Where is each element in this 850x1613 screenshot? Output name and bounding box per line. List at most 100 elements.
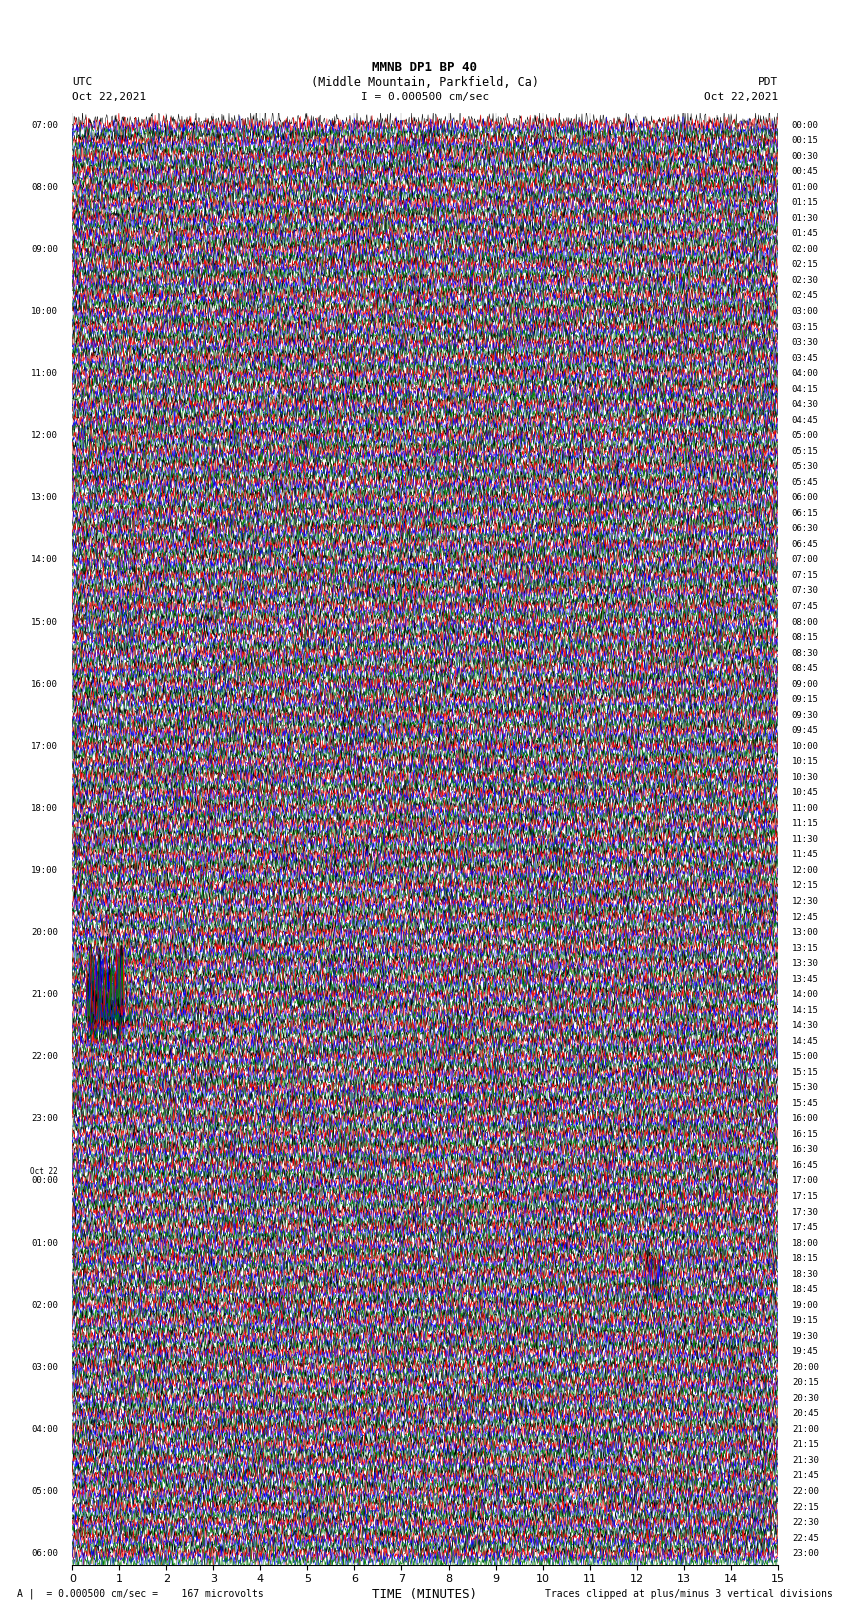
- Text: 19:45: 19:45: [792, 1347, 819, 1357]
- Text: 13:00: 13:00: [31, 494, 58, 502]
- Text: 12:45: 12:45: [792, 913, 819, 921]
- Text: 02:15: 02:15: [792, 260, 819, 269]
- Text: 07:30: 07:30: [792, 587, 819, 595]
- X-axis label: TIME (MINUTES): TIME (MINUTES): [372, 1589, 478, 1602]
- Text: 05:00: 05:00: [31, 1487, 58, 1495]
- Text: 07:15: 07:15: [792, 571, 819, 581]
- Text: 06:15: 06:15: [792, 508, 819, 518]
- Text: 02:00: 02:00: [31, 1300, 58, 1310]
- Text: UTC: UTC: [72, 77, 93, 87]
- Text: 21:30: 21:30: [792, 1457, 819, 1465]
- Text: 17:00: 17:00: [31, 742, 58, 750]
- Text: 09:45: 09:45: [792, 726, 819, 736]
- Text: 03:00: 03:00: [31, 1363, 58, 1371]
- Text: 21:00: 21:00: [792, 1424, 819, 1434]
- Text: 22:15: 22:15: [792, 1502, 819, 1511]
- Text: 14:30: 14:30: [792, 1021, 819, 1031]
- Text: 04:15: 04:15: [792, 384, 819, 394]
- Text: Traces clipped at plus/minus 3 vertical divisions: Traces clipped at plus/minus 3 vertical …: [545, 1589, 833, 1598]
- Text: 17:00: 17:00: [792, 1176, 819, 1186]
- Text: 15:30: 15:30: [792, 1084, 819, 1092]
- Text: 12:30: 12:30: [792, 897, 819, 907]
- Text: 19:00: 19:00: [792, 1300, 819, 1310]
- Text: 11:45: 11:45: [792, 850, 819, 860]
- Text: 03:15: 03:15: [792, 323, 819, 332]
- Text: 07:00: 07:00: [792, 555, 819, 565]
- Text: 05:30: 05:30: [792, 463, 819, 471]
- Text: 08:00: 08:00: [31, 182, 58, 192]
- Text: 05:15: 05:15: [792, 447, 819, 456]
- Text: 10:30: 10:30: [792, 773, 819, 782]
- Text: 06:00: 06:00: [31, 1548, 58, 1558]
- Text: 15:45: 15:45: [792, 1098, 819, 1108]
- Text: 18:45: 18:45: [792, 1286, 819, 1294]
- Text: 01:45: 01:45: [792, 229, 819, 239]
- Text: 14:00: 14:00: [792, 990, 819, 998]
- Text: 20:00: 20:00: [792, 1363, 819, 1371]
- Text: 14:15: 14:15: [792, 1005, 819, 1015]
- Text: 00:30: 00:30: [792, 152, 819, 161]
- Text: 08:15: 08:15: [792, 632, 819, 642]
- Text: 12:15: 12:15: [792, 881, 819, 890]
- Text: 14:00: 14:00: [31, 555, 58, 565]
- Text: 00:15: 00:15: [792, 135, 819, 145]
- Text: 20:15: 20:15: [792, 1378, 819, 1387]
- Text: 22:30: 22:30: [792, 1518, 819, 1528]
- Text: 00:00: 00:00: [31, 1176, 58, 1186]
- Text: 18:00: 18:00: [792, 1239, 819, 1247]
- Text: 10:15: 10:15: [792, 756, 819, 766]
- Text: 04:00: 04:00: [792, 369, 819, 377]
- Text: 19:15: 19:15: [792, 1316, 819, 1326]
- Text: 02:00: 02:00: [792, 245, 819, 253]
- Text: 15:15: 15:15: [792, 1068, 819, 1077]
- Text: 16:30: 16:30: [792, 1145, 819, 1155]
- Text: 17:45: 17:45: [792, 1223, 819, 1232]
- Text: 20:45: 20:45: [792, 1410, 819, 1418]
- Text: 22:45: 22:45: [792, 1534, 819, 1542]
- Text: 23:00: 23:00: [31, 1115, 58, 1123]
- Text: 13:00: 13:00: [792, 927, 819, 937]
- Text: 09:30: 09:30: [792, 711, 819, 719]
- Text: 13:45: 13:45: [792, 974, 819, 984]
- Text: 02:45: 02:45: [792, 292, 819, 300]
- Text: 00:45: 00:45: [792, 168, 819, 176]
- Text: 12:00: 12:00: [31, 431, 58, 440]
- Text: 09:15: 09:15: [792, 695, 819, 705]
- Text: 04:45: 04:45: [792, 416, 819, 424]
- Text: 18:00: 18:00: [31, 803, 58, 813]
- Text: I = 0.000500 cm/sec: I = 0.000500 cm/sec: [361, 92, 489, 102]
- Text: 03:45: 03:45: [792, 353, 819, 363]
- Text: 01:00: 01:00: [792, 182, 819, 192]
- Text: 16:15: 16:15: [792, 1129, 819, 1139]
- Text: 22:00: 22:00: [792, 1487, 819, 1495]
- Text: 06:45: 06:45: [792, 540, 819, 548]
- Text: 16:45: 16:45: [792, 1161, 819, 1169]
- Text: 09:00: 09:00: [31, 245, 58, 253]
- Text: 03:00: 03:00: [792, 306, 819, 316]
- Text: 07:00: 07:00: [31, 121, 58, 129]
- Text: 14:45: 14:45: [792, 1037, 819, 1045]
- Text: 18:30: 18:30: [792, 1269, 819, 1279]
- Text: 00:00: 00:00: [792, 121, 819, 129]
- Text: 06:30: 06:30: [792, 524, 819, 534]
- Text: 22:00: 22:00: [31, 1052, 58, 1061]
- Text: Oct 22,2021: Oct 22,2021: [72, 92, 146, 102]
- Text: 15:00: 15:00: [31, 618, 58, 626]
- Text: 23:00: 23:00: [792, 1548, 819, 1558]
- Text: MMNB DP1 BP 40: MMNB DP1 BP 40: [372, 61, 478, 74]
- Text: 08:30: 08:30: [792, 648, 819, 658]
- Text: 19:30: 19:30: [792, 1332, 819, 1340]
- Text: 01:15: 01:15: [792, 198, 819, 208]
- Text: 13:15: 13:15: [792, 944, 819, 953]
- Text: 17:30: 17:30: [792, 1208, 819, 1216]
- Text: 01:30: 01:30: [792, 215, 819, 223]
- Text: 17:15: 17:15: [792, 1192, 819, 1202]
- Text: 02:30: 02:30: [792, 276, 819, 286]
- Text: 05:45: 05:45: [792, 477, 819, 487]
- Text: 15:00: 15:00: [792, 1052, 819, 1061]
- Text: 11:00: 11:00: [792, 803, 819, 813]
- Text: Oct 22,2021: Oct 22,2021: [704, 92, 778, 102]
- Text: 19:00: 19:00: [31, 866, 58, 874]
- Text: 21:45: 21:45: [792, 1471, 819, 1481]
- Text: PDT: PDT: [757, 77, 778, 87]
